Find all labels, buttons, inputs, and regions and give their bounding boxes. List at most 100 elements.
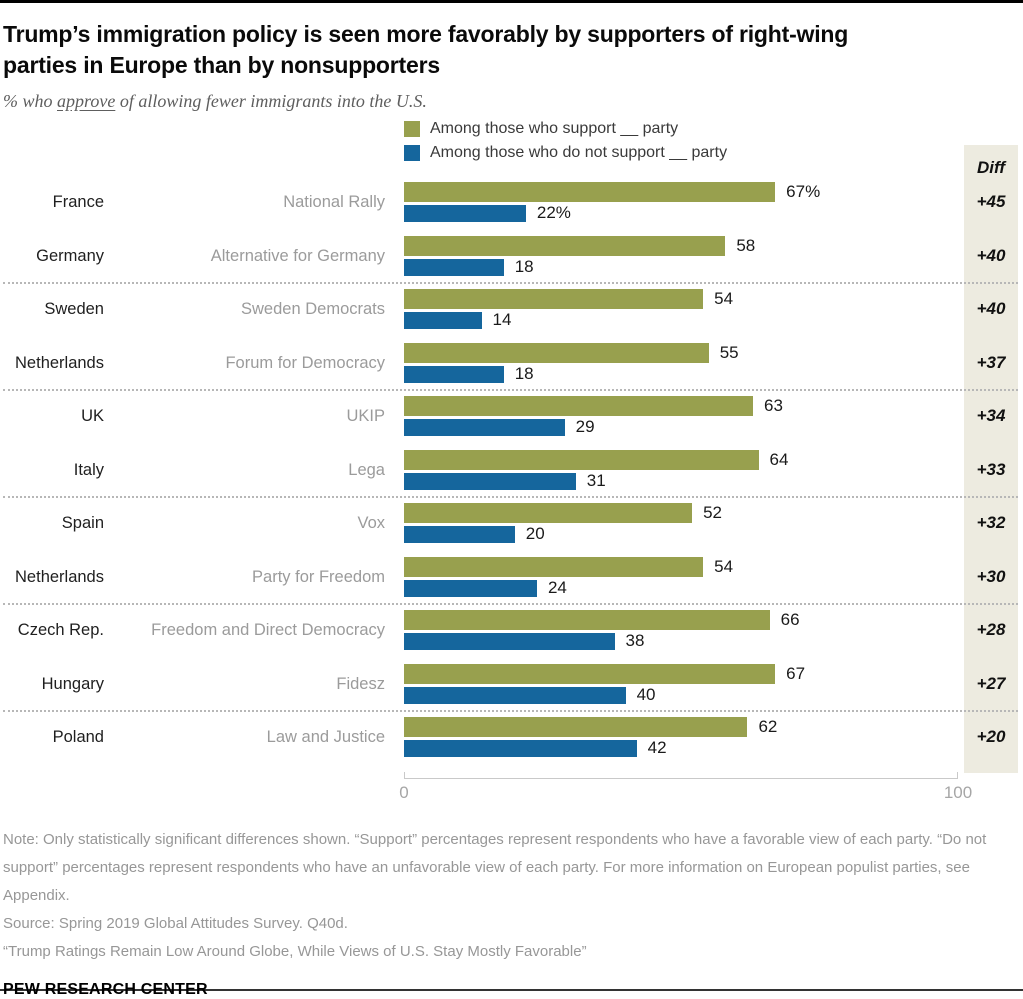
- country-label: Netherlands: [15, 353, 104, 372]
- oppose-bar-value: 20: [525, 524, 545, 543]
- party-label: Lega: [348, 460, 385, 479]
- support-bar: [404, 503, 693, 523]
- chart-area: Among those who support __ party Among t…: [3, 118, 1018, 818]
- legend-item-oppose: Among those who do not support __ party: [404, 144, 727, 162]
- title-line-2: parties in Europe than by nonsupporters: [3, 52, 440, 78]
- oppose-bar-value: 18: [514, 363, 534, 383]
- diff-column-header: Diff: [976, 158, 1005, 177]
- oppose-bar: [404, 633, 615, 650]
- country-label: Spain: [61, 514, 104, 532]
- support-bar-value: 62: [758, 717, 778, 736]
- chart-row: Sweden Sweden Democrats 54 14 +40: [3, 289, 1017, 329]
- oppose-bar-value: 24: [547, 577, 567, 597]
- chart-row: Netherlands Party for Freedom 54 24 +30: [3, 556, 1017, 597]
- x-axis-tick-100: 100: [943, 783, 973, 802]
- support-swatch-icon: [404, 121, 420, 137]
- oppose-bar: [404, 258, 504, 276]
- country-label: France: [52, 193, 104, 211]
- party-label: Vox: [357, 514, 385, 532]
- party-label: Sweden Democrats: [241, 300, 385, 318]
- support-bar: [404, 182, 776, 202]
- party-label: Law and Justice: [266, 728, 385, 746]
- party-label: Alternative for Germany: [210, 246, 385, 265]
- party-label: Party for Freedom: [252, 567, 385, 586]
- support-bar-value: 67: [786, 663, 806, 683]
- oppose-swatch-icon: [404, 145, 420, 161]
- subtitle-prefix: % who: [3, 91, 57, 111]
- chart-row: France National Rally 67% 22% +45: [3, 182, 1017, 222]
- oppose-bar: [404, 472, 576, 490]
- diff-value: +40: [976, 299, 1006, 318]
- support-bar-value: 64: [769, 449, 789, 469]
- oppose-bar-value: 31: [586, 470, 606, 490]
- support-bar: [404, 235, 726, 256]
- support-bar-value: 52: [703, 503, 722, 522]
- group-separator: [3, 282, 1018, 285]
- group-separator: [3, 496, 1018, 499]
- party-label: National Rally: [283, 193, 385, 211]
- footnotes: Note: Only statistically significant dif…: [3, 826, 1017, 966]
- support-bar: [404, 663, 776, 684]
- support-bar: [404, 342, 709, 363]
- diff-value: +32: [976, 513, 1006, 532]
- source-text: Source: Spring 2019 Global Attitudes Sur…: [3, 915, 348, 932]
- diff-value: +40: [976, 245, 1006, 265]
- pew-research-center-brand: PEW RESEARCH CENTER: [3, 981, 208, 998]
- legend-label-oppose: Among those who do not support __ party: [430, 144, 728, 161]
- chart-row: Hungary Fidesz 67 40 +27: [3, 663, 1017, 704]
- legend: Among those who support __ party Among t…: [404, 120, 727, 162]
- party-label: Fidesz: [336, 674, 385, 693]
- x-axis-line: [404, 772, 958, 779]
- diff-column-background: [964, 145, 1018, 773]
- country-label: Sweden: [44, 300, 104, 318]
- oppose-bar: [404, 579, 537, 597]
- support-bar-value: 67%: [786, 182, 821, 201]
- oppose-bar-value: 38: [625, 631, 645, 650]
- chart-subtitle: % who approve of allowing fewer immigran…: [3, 91, 1017, 112]
- oppose-bar: [404, 740, 637, 757]
- chart-row: UK UKIP 63 29 +34: [3, 396, 1017, 436]
- country-label: Poland: [52, 728, 104, 746]
- subtitle-suffix: of allowing fewer immigrants into the U.…: [115, 91, 427, 111]
- subtitle-underlined-word: approve: [57, 91, 116, 111]
- note-text: Note: Only statistically significant dif…: [3, 831, 987, 904]
- support-bar: [404, 556, 704, 577]
- oppose-bar-value: 18: [514, 256, 534, 276]
- chart-row: Czech Rep. Freedom and Direct Democracy 66…: [3, 610, 1017, 650]
- diff-value: +34: [976, 406, 1006, 425]
- support-bar: [404, 396, 754, 416]
- oppose-bar-value: 14: [492, 310, 512, 329]
- country-label: Czech Rep.: [17, 621, 104, 639]
- oppose-bar-value: 22%: [536, 203, 571, 222]
- support-bar: [404, 449, 759, 470]
- country-label: Hungary: [41, 674, 104, 693]
- legend-item-support: Among those who support __ party: [404, 120, 727, 138]
- group-separator: [3, 603, 1018, 606]
- party-label: Forum for Democracy: [225, 353, 385, 372]
- oppose-bar: [404, 205, 526, 222]
- support-bar: [404, 610, 770, 630]
- support-bar-value: 54: [714, 289, 734, 308]
- diff-value: +37: [976, 352, 1006, 372]
- diff-value: +28: [976, 620, 1006, 639]
- report-title-text: “Trump Ratings Remain Low Around Globe, …: [3, 943, 587, 960]
- oppose-bar: [404, 686, 626, 704]
- support-bar-value: 54: [714, 556, 734, 576]
- diff-value: +30: [976, 566, 1006, 586]
- x-axis-tick-0: 0: [399, 783, 409, 802]
- country-label: Italy: [73, 460, 104, 479]
- support-bar-value: 63: [764, 396, 783, 415]
- chart-row: Italy Lega 64 31 +33: [3, 449, 1017, 490]
- party-label: Freedom and Direct Democracy: [151, 621, 385, 639]
- chart-row: Netherlands Forum for Democracy 55 18 +37: [3, 342, 1017, 383]
- title-line-1: Trump’s immigration policy is seen more …: [3, 21, 849, 47]
- diff-value: +45: [976, 192, 1006, 211]
- oppose-bar: [404, 526, 515, 543]
- oppose-bar-value: 29: [575, 417, 595, 436]
- support-bar: [404, 717, 748, 737]
- party-label: UKIP: [346, 407, 385, 425]
- country-label: Germany: [36, 246, 104, 265]
- legend-label-support: Among those who support __ party: [430, 120, 679, 137]
- diff-value: +27: [976, 673, 1006, 693]
